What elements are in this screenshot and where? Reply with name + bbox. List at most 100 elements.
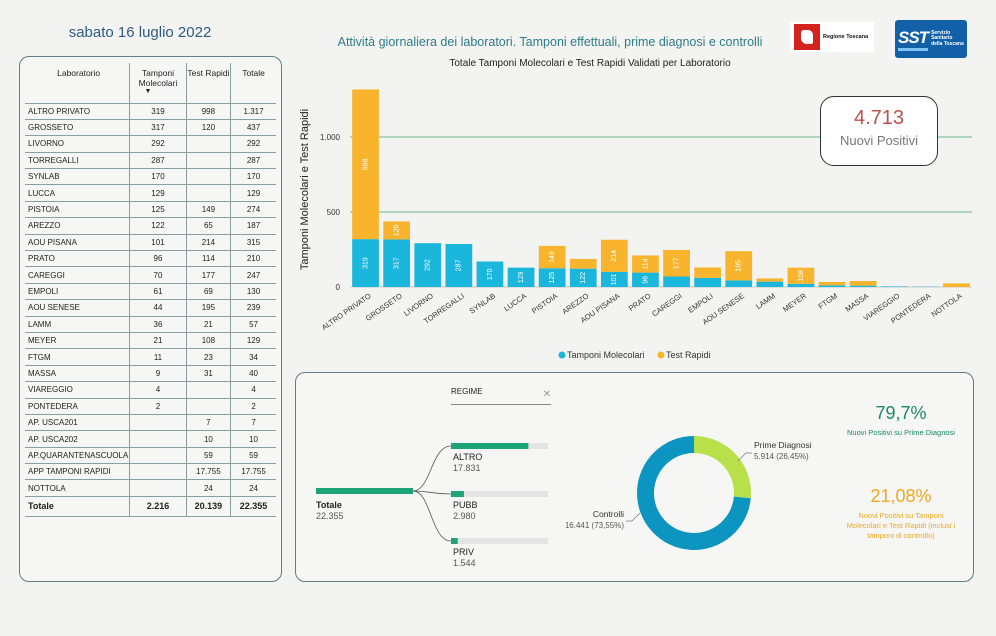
bar-data-label: 96 xyxy=(642,276,649,284)
bar-rapidi[interactable] xyxy=(632,255,659,273)
cell-laboratorio: LUCCA xyxy=(25,184,131,202)
cell-laboratorio: VIAREGGIO xyxy=(25,381,131,399)
cell-molecolari: 70 xyxy=(129,266,187,284)
bar-rapidi[interactable] xyxy=(600,239,628,272)
table-row[interactable]: TORREGALLI 287 287 xyxy=(25,152,276,170)
bar-rapidi[interactable] xyxy=(352,89,379,240)
bar-molecolari[interactable] xyxy=(538,268,566,287)
cell-totale: 315 xyxy=(230,234,276,252)
cell-totale: 10 xyxy=(230,430,276,448)
col-header-laboratorio[interactable]: Laboratorio xyxy=(25,63,131,104)
lab-table: Laboratorio Tamponi Molecolari ▼ Test Rap… xyxy=(25,63,276,517)
table-row[interactable]: LIVORNO 292 292 xyxy=(25,135,276,153)
cell-molecolari xyxy=(129,414,187,432)
branch-label: PUBB xyxy=(453,500,478,510)
branch-bar[interactable] xyxy=(451,443,529,449)
pegasus-icon xyxy=(794,24,820,50)
cell-totale: 187 xyxy=(230,217,276,235)
table-row[interactable]: AREZZO 122 65 187 xyxy=(25,217,276,235)
table-row[interactable]: MASSA 9 31 40 xyxy=(25,365,276,383)
table-row[interactable]: APP TAMPONI RAPIDI 17.755 17.755 xyxy=(25,463,276,481)
table-row[interactable]: LUCCA 129 129 xyxy=(25,184,276,202)
bar-rapidi[interactable] xyxy=(538,245,566,269)
bar-molecolari[interactable] xyxy=(632,272,659,287)
regime-filter[interactable]: REGIME ✕ xyxy=(451,387,551,405)
donut-slice[interactable] xyxy=(637,436,751,550)
table-row[interactable]: SYNLAB 170 170 xyxy=(25,168,276,186)
table-row[interactable]: FTGM 11 23 34 xyxy=(25,348,276,366)
cell-totale: 59 xyxy=(230,447,276,465)
bar-molecolari[interactable] xyxy=(600,271,628,287)
legend-label-rapidi: Test Rapidi xyxy=(666,350,711,360)
col-header-tamponi-molecolari[interactable]: Tamponi Molecolari ▼ xyxy=(129,63,187,104)
bar-rapidi[interactable] xyxy=(818,281,846,286)
table-row[interactable]: AOU SENESE 44 195 239 xyxy=(25,299,276,317)
tree-connector xyxy=(412,490,452,542)
cell-laboratorio: ALTRO PRIVATO xyxy=(25,103,131,120)
cell-laboratorio: AP.QUARANTENASCUOLA xyxy=(25,447,131,465)
table-row[interactable]: NOTTOLA 24 24 xyxy=(25,479,276,497)
table-row[interactable]: EMPOLI 61 69 130 xyxy=(25,283,276,301)
bar-data-label: 292 xyxy=(425,259,432,271)
branch-bar[interactable] xyxy=(451,491,464,497)
cell-totale: 239 xyxy=(230,299,276,317)
close-icon[interactable]: ✕ xyxy=(542,389,551,400)
table-row[interactable]: CAREGGI 70 177 247 xyxy=(25,266,276,284)
bar-rapidi[interactable] xyxy=(725,251,753,281)
table-row[interactable]: AP.QUARANTENASCUOLA 59 59 xyxy=(25,447,276,465)
bar-rapidi[interactable] xyxy=(943,283,970,287)
bar-rapidi[interactable] xyxy=(849,281,877,286)
bar-molecolari[interactable] xyxy=(880,286,908,287)
col-header-test-rapidi[interactable]: Test Rapidi xyxy=(186,63,232,104)
bar-molecolari[interactable] xyxy=(849,285,877,287)
table-row[interactable]: AP. USCA201 7 7 xyxy=(25,414,276,432)
table-row[interactable]: ALTRO PRIVATO 319 998 1.317 xyxy=(25,103,276,120)
table-row[interactable]: VIAREGGIO 4 4 xyxy=(25,381,276,399)
bar-molecolari[interactable] xyxy=(569,268,597,287)
cell-laboratorio: LIVORNO xyxy=(25,135,131,153)
bar-rapidi[interactable] xyxy=(756,278,784,282)
bar-rapidi[interactable] xyxy=(569,258,597,269)
table-row[interactable]: PONTEDERA 2 2 xyxy=(25,398,276,415)
donut-slice[interactable] xyxy=(694,436,751,499)
branch-bar[interactable] xyxy=(451,538,458,544)
col-header-totale[interactable]: Totale xyxy=(230,63,276,104)
bar-molecolari[interactable] xyxy=(414,243,442,287)
cell-rapidi xyxy=(186,168,232,186)
table-row[interactable]: PRATO 96 114 210 xyxy=(25,250,276,268)
bar-rapidi[interactable] xyxy=(694,267,722,278)
bar-molecolari[interactable] xyxy=(352,239,379,287)
cell-laboratorio: EMPOLI xyxy=(25,283,131,301)
x-tick-label: MASSA xyxy=(844,291,871,313)
bar-rapidi[interactable] xyxy=(383,221,411,240)
bar-molecolari[interactable] xyxy=(445,243,473,287)
table-row[interactable]: AOU PISANA 101 214 315 xyxy=(25,234,276,252)
bar-molecolari[interactable] xyxy=(507,267,535,287)
donut-label-controlli: Controlli xyxy=(593,509,624,519)
bar-molecolari[interactable] xyxy=(787,283,815,287)
cell-molecolari: 319 xyxy=(129,103,187,120)
cell-totale: 7 xyxy=(230,414,276,432)
bar-molecolari[interactable] xyxy=(476,261,504,288)
table-row[interactable]: LAMM 36 21 57 xyxy=(25,316,276,333)
bar-molecolari[interactable] xyxy=(725,280,753,287)
bar-rapidi[interactable] xyxy=(663,249,690,277)
bar-molecolari[interactable] xyxy=(383,239,411,287)
cell-rapidi: 59 xyxy=(186,447,232,465)
bar-molecolari[interactable] xyxy=(756,281,784,287)
x-tick-label: MEYER xyxy=(781,291,808,314)
table-row[interactable]: GROSSETO 317 120 437 xyxy=(25,119,276,137)
lab-table-panel: Laboratorio Tamponi Molecolari ▼ Test Rap… xyxy=(19,56,282,582)
bar-molecolari[interactable] xyxy=(694,277,722,287)
table-row[interactable]: AP. USCA202 10 10 xyxy=(25,430,276,448)
bar-rapidi[interactable] xyxy=(787,267,815,284)
bar-molecolari[interactable] xyxy=(663,276,690,288)
cell-molecolari: 125 xyxy=(129,201,187,219)
table-row[interactable]: MEYER 21 108 129 xyxy=(25,332,276,350)
bar-data-label: 195 xyxy=(736,260,743,272)
table-total-row: Totale 2.216 20.139 22.355 xyxy=(25,496,276,517)
cell-rapidi xyxy=(186,135,232,153)
bar-molecolari[interactable] xyxy=(818,285,846,287)
table-row[interactable]: PISTOIA 125 149 274 xyxy=(25,201,276,219)
root-bar[interactable] xyxy=(316,488,413,494)
